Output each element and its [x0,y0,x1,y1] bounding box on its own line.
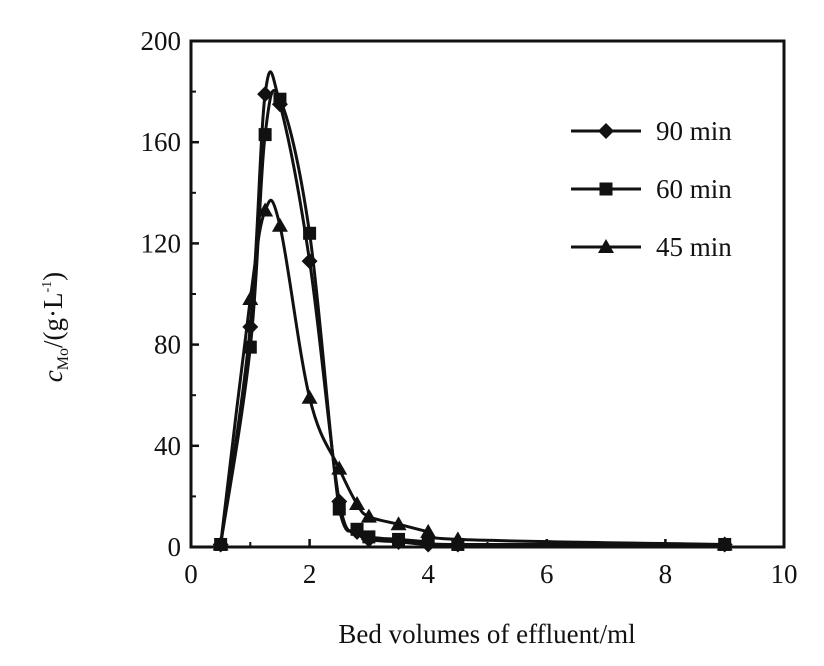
data-point [392,532,406,546]
data-point [257,202,274,217]
x-axis-title: Bed volumes of effluent/ml [338,619,635,649]
data-point [331,460,348,475]
y-tick-label: 200 [141,26,182,56]
data-point [332,502,346,516]
data-point [271,217,288,232]
y-tick-label: 160 [141,127,182,157]
y-axis-title-symbol: c [38,370,68,382]
y-tick-label: 80 [154,330,181,360]
data-point [212,536,229,551]
y-axis-title-superscript: -1 [40,281,55,293]
data-point [449,531,466,546]
legend-marker [598,239,614,253]
legend-item: 90 min [571,116,732,146]
data-point [420,523,437,538]
data-point [349,495,366,510]
y-tick-label: 0 [168,532,182,562]
y-axis-title-unit: /(g·L [38,292,68,347]
legend-label: 60 min [656,174,732,204]
y-axis-title: cMo/(g·L-1) [38,272,72,382]
series-triangle [212,199,733,551]
y-axis-title-subscript: Mo [55,348,72,370]
data-point [303,226,317,240]
legend-label: 90 min [656,116,732,146]
series-line [219,199,725,546]
series-layer [212,70,733,553]
x-tick-label: 8 [659,559,673,589]
y-tick-label: 40 [154,431,181,461]
series-diamond [212,70,733,553]
data-point [350,522,364,536]
legend-item: 45 min [571,232,732,262]
legend-marker [598,123,614,139]
data-point [242,291,259,306]
data-point [360,508,377,523]
x-tick-label: 10 [771,559,798,589]
y-axis-title-close: ) [38,272,68,281]
data-point [258,128,272,142]
legend-item: 60 min [571,174,732,204]
y-axis-ticks: 0 40 80 120 160 200 [141,26,199,562]
legend: 90 min 60 min 45 min [571,116,732,262]
x-tick-label: 2 [303,559,317,589]
x-tick-label: 0 [184,559,198,589]
data-point [273,92,287,106]
legend-label: 45 min [656,232,732,262]
data-point [362,530,376,544]
x-tick-label: 4 [421,559,435,589]
data-point [390,516,407,531]
data-point [716,536,733,551]
series-line [219,70,725,547]
x-tick-label: 6 [540,559,554,589]
data-point [301,389,318,404]
legend-marker [599,182,613,196]
y-tick-label: 120 [141,228,182,258]
data-point [243,340,257,354]
